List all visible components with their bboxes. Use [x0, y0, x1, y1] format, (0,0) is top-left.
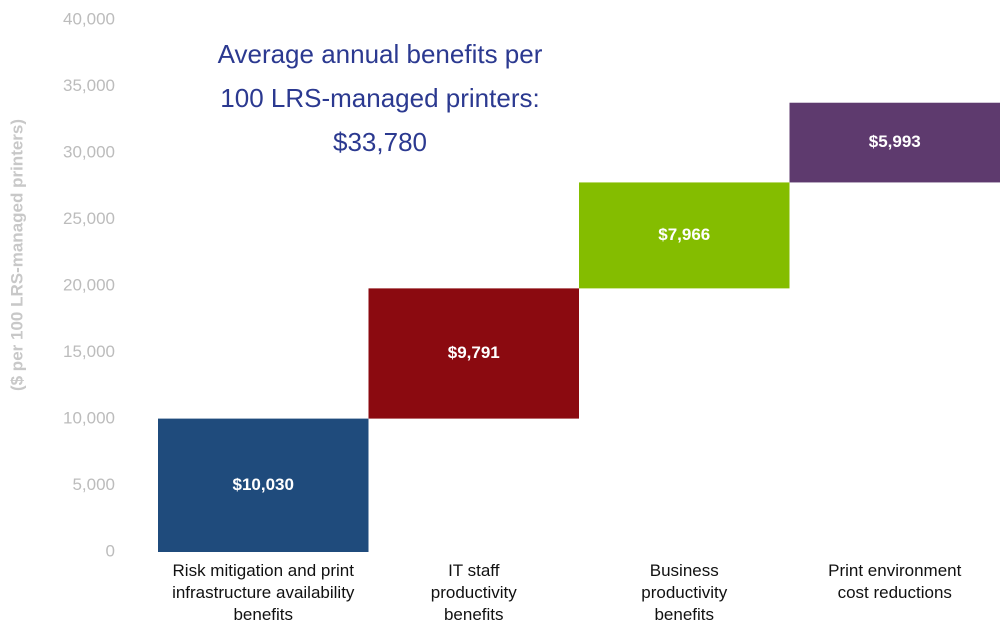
bar — [789, 102, 1000, 183]
y-tick-label: 0 — [106, 541, 115, 560]
x-tick-label: Risk mitigation and print infrastructure… — [172, 561, 355, 624]
x-tick-label: IT staff productivity benefits — [430, 561, 517, 624]
bar — [368, 288, 579, 419]
y-tick-label: 40,000 — [63, 9, 115, 28]
y-tick-label: 5,000 — [72, 475, 115, 494]
y-axis-label: ($ per 100 LRS-managed printers) — [7, 119, 26, 391]
chart-title: Average annual benefits per 100 LRS-mana… — [217, 39, 543, 157]
x-tick-label: Print environment cost reductions — [828, 561, 962, 602]
y-tick-label: 25,000 — [63, 209, 115, 228]
value-label: $10,030 — [233, 475, 294, 494]
value-label: $7,966 — [658, 225, 710, 244]
y-tick-label: 15,000 — [63, 342, 115, 361]
x-tick-label: Business productivity benefits — [641, 561, 728, 624]
y-tick-label: 10,000 — [63, 408, 115, 427]
y-tick-label: 20,000 — [63, 275, 115, 294]
bar — [579, 182, 790, 289]
y-tick-label: 30,000 — [63, 142, 115, 161]
value-label: $9,791 — [448, 343, 500, 362]
bar — [158, 418, 369, 552]
value-label: $5,993 — [869, 132, 921, 151]
y-tick-label: 35,000 — [63, 76, 115, 95]
